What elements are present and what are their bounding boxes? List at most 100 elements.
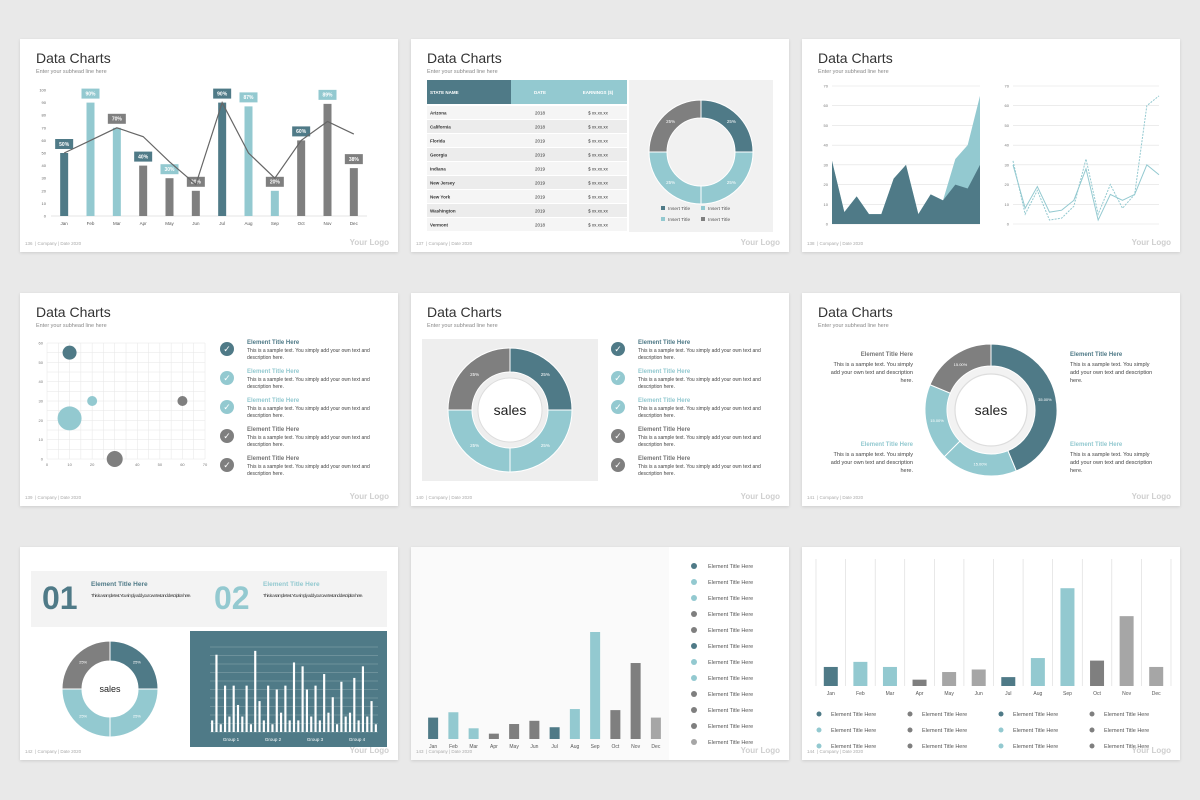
donut-slice — [648, 99, 702, 153]
bar — [275, 689, 278, 732]
element-label: Element Title Here This is a sample text.… — [1070, 441, 1158, 476]
footer-company: | Company | Date 2020 — [817, 749, 864, 754]
legend-label: Element Title Here — [1013, 744, 1058, 750]
data-label: 70% — [112, 117, 123, 123]
table-cell: $ xx.xx.xx — [588, 195, 609, 200]
logo: Your Logo — [349, 492, 389, 501]
element-body: This is a sample text. You simply add yo… — [247, 435, 370, 448]
table-cell: Vermont — [430, 223, 449, 228]
x-tick-label: 50 — [158, 462, 163, 467]
data-label-box — [239, 92, 258, 103]
donut-label: 25% — [79, 660, 87, 665]
group-label: Group 3 — [307, 737, 324, 742]
element-list-item: ✓ Element Title Here This is a sample text… — [611, 339, 771, 368]
data-label: 40% — [138, 154, 149, 160]
bar — [349, 168, 358, 216]
donut-center-label: sales — [99, 684, 121, 694]
trend-line — [63, 101, 355, 186]
element-body: This is a sample text. You simply add yo… — [638, 464, 761, 477]
legend-dot — [691, 675, 697, 681]
bar — [1030, 658, 1045, 686]
element-body: This is a sample text. You simply add yo… — [638, 435, 761, 448]
legend-dot — [816, 727, 822, 733]
x-tick-label: Dec — [1152, 691, 1161, 697]
table-header-cell — [427, 80, 511, 104]
bar — [297, 720, 300, 732]
y-tick-label: 70 — [1005, 84, 1010, 89]
legend-label: Element Title Here — [1104, 744, 1149, 750]
legend-dot — [1089, 727, 1095, 733]
y-tick-label: 60 — [824, 103, 829, 108]
footer-company: | Company | Date 2020 — [817, 495, 864, 500]
legend-label: Element Title Here — [708, 740, 753, 746]
x-tick-label: Jan — [429, 744, 437, 750]
check-icon: ✓ — [220, 371, 234, 385]
legend-label: Element Title Here — [1104, 728, 1149, 734]
slide-1: 0 10 20 30 40 50 60 70 80 90 100 Jan 50% Feb 90% Mar 70%… — [20, 39, 398, 252]
legend-label: Element Title Here — [708, 596, 753, 602]
legend-dot — [998, 711, 1004, 717]
bar — [374, 724, 377, 732]
x-tick-label: Dec — [350, 221, 359, 226]
data-label-box — [160, 164, 179, 175]
slide-8-canvas: Jan Feb Mar Apr May Jun Jul Aug Sep Oct Nov Dec Elem… — [411, 547, 753, 760]
y-tick-label: 40 — [42, 163, 47, 168]
element-body: This is a sample text. You simply add yo… — [830, 361, 913, 384]
data-label-box — [134, 151, 153, 162]
legend-dot — [691, 611, 697, 617]
legend-dot — [691, 643, 697, 649]
slide-2-canvas: STATE NAME DATE EARNINGS ($) Arizona 2018 $ x… — [427, 80, 773, 232]
bar — [853, 661, 868, 686]
x-tick-label: Oct — [611, 744, 619, 750]
x-tick-label: Jun — [192, 221, 200, 226]
element-body: This is a sample text. You simply add yo… — [247, 406, 370, 419]
data-label-box — [186, 176, 205, 187]
slide-title: Data Charts — [427, 304, 502, 320]
element-list: ✓ Element Title Here This is a sample text… — [611, 339, 771, 484]
legend-label: Insert Title — [708, 217, 730, 223]
element-body: This is a sample text. You simply add yo… — [247, 377, 370, 390]
element-list: ✓ Element Title Here This is a sample text… — [220, 339, 380, 484]
element-list-item: ✓ Element Title Here This is a sample text… — [611, 455, 771, 484]
data-label: 90% — [217, 91, 228, 97]
element-list-item: ✓ Element Title Here This is a sample text… — [220, 368, 380, 397]
legend-swatch — [661, 217, 665, 221]
legend-dot — [1089, 711, 1095, 717]
check-icon: ✓ — [611, 371, 625, 385]
legend-dot — [907, 743, 913, 749]
legend-label: Insert Title — [668, 217, 690, 223]
bar — [509, 724, 520, 739]
table-cell: 2019 — [535, 167, 546, 172]
data-label-box — [213, 88, 232, 99]
bar — [241, 716, 244, 732]
element-title: Element Title Here — [638, 369, 691, 375]
donut-label: 15.00% — [973, 461, 987, 466]
x-tick-label: May — [944, 691, 954, 697]
element-body: This is a sample text. You simply add yo… — [638, 377, 761, 390]
group-label: Group 1 — [223, 737, 240, 742]
y-tick-label: 50 — [39, 360, 44, 365]
data-label: 20% — [270, 180, 281, 186]
slide-2: STATE NAME DATE EARNINGS ($) Arizona 2018 $ x… — [411, 39, 789, 252]
bar — [529, 720, 540, 739]
donut-label: 25% — [541, 443, 550, 448]
footer-company: | Company | Date 2020 — [817, 241, 864, 246]
table-header: DATE — [534, 90, 546, 95]
legend-dot — [691, 659, 697, 665]
legend-label: Element Title Here — [708, 580, 753, 586]
x-tick-label: Apr — [916, 691, 924, 697]
item-title: Element Title Here — [91, 581, 148, 588]
y-tick-label: 20 — [824, 182, 829, 187]
donut-label: 25% — [666, 119, 675, 124]
legend-dot — [691, 723, 697, 729]
y-tick-label: 70 — [42, 125, 47, 130]
slide-subtitle: Enter your subhead line here — [818, 69, 889, 75]
check-icon: ✓ — [220, 458, 234, 472]
y-tick-label: 40 — [39, 379, 44, 384]
table-header: EARNINGS ($) — [583, 90, 614, 95]
data-label-box — [55, 139, 74, 149]
element-label: Element Title Here This is a sample text.… — [825, 351, 913, 386]
legend-label: Element Title Here — [831, 712, 876, 718]
y-tick-label: 90 — [42, 100, 47, 105]
page-number: 140 — [416, 495, 424, 500]
